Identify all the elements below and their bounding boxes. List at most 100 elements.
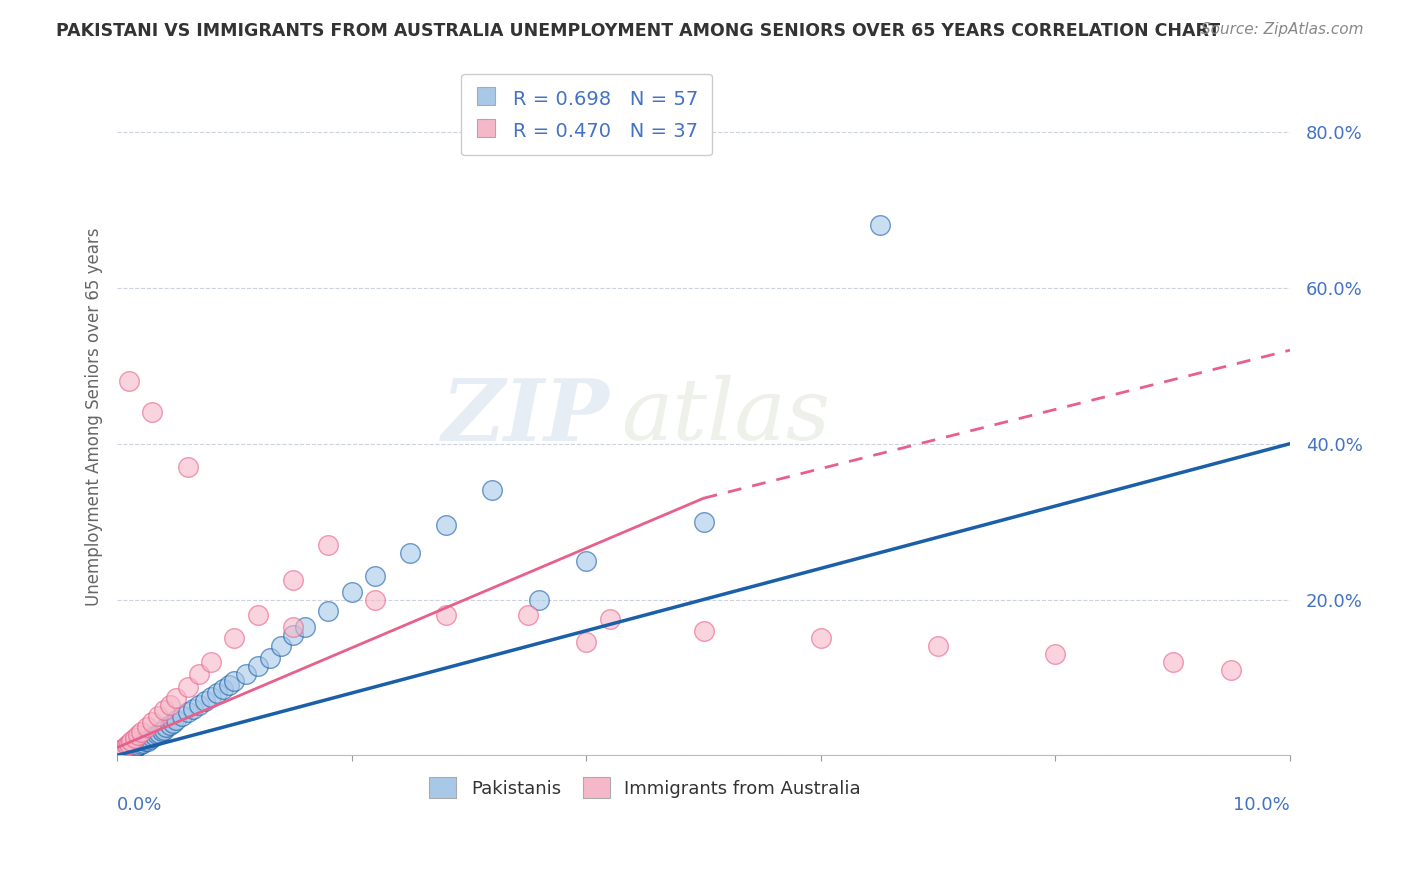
Point bbox=[112, 745, 135, 759]
Point bbox=[111, 742, 134, 756]
Point bbox=[118, 743, 141, 757]
Point bbox=[692, 624, 714, 638]
Point bbox=[124, 731, 146, 746]
Point bbox=[1220, 663, 1243, 677]
Point bbox=[139, 731, 162, 746]
Point bbox=[281, 573, 304, 587]
Point bbox=[575, 553, 598, 567]
Point bbox=[117, 744, 139, 758]
Text: PAKISTANI VS IMMIGRANTS FROM AUSTRALIA UNEMPLOYMENT AMONG SENIORS OVER 65 YEARS : PAKISTANI VS IMMIGRANTS FROM AUSTRALIA U… bbox=[56, 22, 1220, 40]
Point bbox=[132, 736, 155, 750]
Point bbox=[434, 608, 457, 623]
Point bbox=[869, 219, 891, 233]
Point bbox=[316, 538, 339, 552]
Point bbox=[114, 744, 136, 758]
Point bbox=[224, 632, 246, 646]
Point bbox=[110, 746, 132, 760]
Point bbox=[224, 674, 246, 689]
Point bbox=[115, 744, 138, 758]
Y-axis label: Unemployment Among Seniors over 65 years: Unemployment Among Seniors over 65 years bbox=[86, 227, 103, 606]
Point bbox=[143, 729, 166, 743]
Point bbox=[200, 655, 222, 669]
Point bbox=[112, 740, 135, 755]
Point bbox=[153, 723, 176, 737]
Point bbox=[259, 651, 281, 665]
Point bbox=[118, 737, 141, 751]
Point bbox=[188, 698, 211, 712]
Point bbox=[127, 739, 149, 753]
Point bbox=[188, 666, 211, 681]
Point bbox=[235, 666, 257, 681]
Point bbox=[129, 725, 152, 739]
Point bbox=[399, 546, 422, 560]
Point bbox=[340, 584, 363, 599]
Point bbox=[194, 694, 217, 708]
Point bbox=[218, 678, 240, 692]
Text: ZIP: ZIP bbox=[441, 375, 610, 458]
Point bbox=[481, 483, 503, 498]
Point bbox=[294, 620, 316, 634]
Point bbox=[211, 682, 233, 697]
Point bbox=[124, 740, 146, 755]
Point bbox=[159, 698, 181, 712]
Point bbox=[120, 742, 142, 756]
Legend: Pakistanis, Immigrants from Australia: Pakistanis, Immigrants from Australia bbox=[420, 768, 870, 807]
Point bbox=[136, 733, 159, 747]
Point bbox=[270, 640, 292, 654]
Point bbox=[1045, 647, 1067, 661]
Point bbox=[125, 739, 148, 754]
Point bbox=[1161, 655, 1184, 669]
Point bbox=[121, 741, 143, 756]
Point bbox=[529, 592, 551, 607]
Point bbox=[176, 680, 198, 694]
Text: 0.0%: 0.0% bbox=[117, 796, 163, 814]
Point bbox=[134, 734, 156, 748]
Point bbox=[599, 612, 621, 626]
Point bbox=[122, 740, 145, 755]
Point bbox=[200, 690, 222, 704]
Point bbox=[575, 635, 598, 649]
Point bbox=[118, 375, 141, 389]
Point bbox=[434, 518, 457, 533]
Point bbox=[927, 640, 949, 654]
Point bbox=[176, 460, 198, 475]
Point bbox=[162, 715, 184, 730]
Text: 10.0%: 10.0% bbox=[1233, 796, 1291, 814]
Point bbox=[148, 725, 170, 739]
Point bbox=[364, 569, 387, 583]
Point bbox=[115, 738, 138, 752]
Point bbox=[364, 592, 387, 607]
Point bbox=[108, 747, 131, 761]
Point bbox=[165, 691, 187, 706]
Point bbox=[141, 731, 163, 745]
Point bbox=[120, 734, 142, 748]
Point bbox=[108, 744, 131, 758]
Point bbox=[170, 709, 193, 723]
Point bbox=[153, 703, 176, 717]
Point bbox=[148, 709, 170, 723]
Point bbox=[516, 608, 538, 623]
Point bbox=[111, 746, 134, 760]
Point bbox=[281, 620, 304, 634]
Point bbox=[205, 686, 228, 700]
Point bbox=[112, 745, 135, 759]
Text: atlas: atlas bbox=[621, 375, 831, 458]
Point bbox=[141, 714, 163, 729]
Point bbox=[155, 720, 177, 734]
Point bbox=[176, 706, 198, 720]
Point bbox=[246, 608, 269, 623]
Point bbox=[316, 604, 339, 618]
Point bbox=[281, 627, 304, 641]
Point bbox=[159, 718, 181, 732]
Point bbox=[127, 738, 149, 752]
Point bbox=[150, 724, 173, 739]
Point bbox=[135, 720, 157, 734]
Point bbox=[810, 632, 832, 646]
Text: Source: ZipAtlas.com: Source: ZipAtlas.com bbox=[1201, 22, 1364, 37]
Point bbox=[141, 405, 163, 419]
Point bbox=[127, 728, 149, 742]
Point bbox=[246, 658, 269, 673]
Point bbox=[692, 515, 714, 529]
Point bbox=[129, 737, 152, 751]
Point bbox=[146, 727, 169, 741]
